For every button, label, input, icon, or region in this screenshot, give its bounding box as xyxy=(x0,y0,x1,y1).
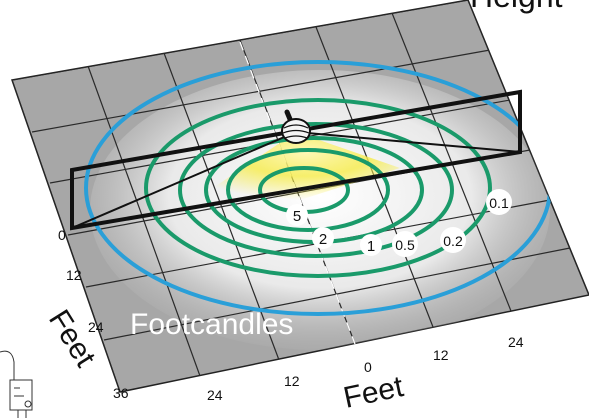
left-tick-24: 24 xyxy=(88,319,104,335)
contour-2 xyxy=(226,148,390,232)
svg-text:2: 2 xyxy=(319,231,327,248)
bottom-tick-12-right: 12 xyxy=(433,347,449,363)
svg-text:0.1: 0.1 xyxy=(489,195,509,211)
contour-label-2: 2 xyxy=(312,227,334,249)
contour-0-2 xyxy=(144,98,492,278)
left-tick-12: 12 xyxy=(66,267,82,283)
contour-label-0-5: 0.5 xyxy=(392,231,418,257)
bottom-tick-0: 0 xyxy=(364,359,372,375)
contour-label-0-2: 0.2 xyxy=(440,227,466,253)
svg-text:1: 1 xyxy=(367,238,375,255)
light-cone xyxy=(71,131,521,229)
bottom-tick-24-left: 24 xyxy=(207,387,223,403)
left-tick-0: 0 xyxy=(58,227,66,243)
contour-label-5: 5 xyxy=(286,204,308,226)
contour-label-1: 1 xyxy=(360,234,382,256)
light-glow xyxy=(210,132,400,200)
contour-0-5 xyxy=(178,122,454,258)
height-label: Height xyxy=(470,0,563,14)
footcandles-label: Footcandles xyxy=(130,308,293,341)
svg-text:0.2: 0.2 xyxy=(443,233,463,249)
bottom-axis-title: Feet xyxy=(341,370,407,415)
svg-text:0.5: 0.5 xyxy=(395,237,415,253)
contour-label-0-1: 0.1 xyxy=(486,189,512,215)
bottom-tick-12-left: 12 xyxy=(284,373,300,389)
left-tick-36: 36 xyxy=(113,385,129,401)
left-axis-ticks: 0 12 24 36 xyxy=(58,227,129,401)
bottom-axis-ticks: 24 12 0 12 24 xyxy=(207,334,524,403)
bottom-tick-24-right: 24 xyxy=(508,334,524,350)
contour-labels: 5 2 1 0.5 0.2 0.1 xyxy=(286,189,512,257)
svg-text:5: 5 xyxy=(293,208,301,225)
light-fixture-icon xyxy=(281,109,311,144)
person-scale-icon xyxy=(0,350,33,418)
center-line xyxy=(239,41,356,345)
